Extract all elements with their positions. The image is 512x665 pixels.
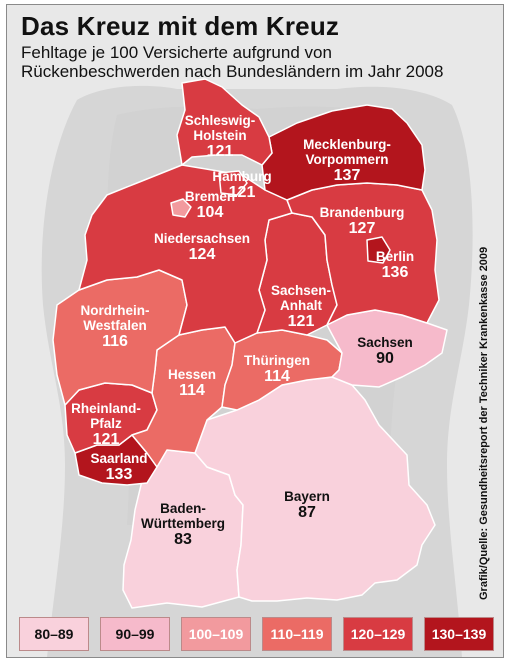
page-subtitle: Fehltage je 100 Versicherte aufgrund von… (21, 43, 444, 81)
state-shape-bremen[interactable] (170, 198, 192, 218)
state-label-bremen[interactable]: Bremen 104 (175, 189, 245, 222)
state-value: 121 (92, 431, 120, 448)
state-name-line: Bremen (184, 189, 236, 204)
state-label-sachsen[interactable]: Sachsen 90 (345, 335, 425, 368)
state-value: 127 (348, 220, 376, 237)
state-label-nordrhein-westfalen[interactable]: Nordrhein- Westfalen 116 (65, 303, 165, 351)
state-name-line: Württemberg (141, 516, 225, 531)
state-name-line: Westfalen (83, 318, 147, 333)
state-value: 104 (196, 204, 224, 221)
color-legend: 80–89 90–99 100–109 110–119 120–129 130–… (19, 617, 497, 651)
state-shape-hamburg[interactable] (218, 170, 248, 196)
state-label-hamburg[interactable]: Hamburg 121 (207, 169, 277, 202)
state-value: 116 (102, 333, 128, 350)
infographic-frame: Das Kreuz mit dem Kreuz Fehltage je 100 … (6, 4, 504, 658)
state-name-line: Mecklenburg- (303, 137, 391, 152)
legend-item: 80–89 (19, 617, 89, 651)
germany-map (41, 78, 473, 657)
state-name-line: Pfalz (90, 416, 122, 431)
legend-item: 130–139 (424, 617, 494, 651)
state-label-brandenburg[interactable]: Brandenburg 127 (312, 205, 412, 238)
state-name-line: Sachsen (357, 335, 413, 350)
state-value: 137 (333, 167, 361, 184)
state-name-line: Rheinland- (71, 401, 141, 416)
state-label-hessen[interactable]: Hessen 114 (155, 367, 229, 400)
state-name-line: Vorpommern (305, 152, 389, 167)
state-value: 87 (298, 504, 316, 521)
state-value: 114 (179, 382, 205, 399)
state-name-line: Thüringen (244, 353, 310, 368)
state-value: 90 (376, 350, 394, 367)
state-value: 133 (105, 466, 133, 483)
state-name-line: Sachsen- (270, 283, 332, 298)
state-value: 114 (264, 368, 290, 385)
state-label-rheinland-pfalz[interactable]: Rheinland- Pfalz 121 (61, 401, 151, 449)
state-label-schleswig-holstein[interactable]: Schleswig- Holstein 121 (175, 113, 265, 161)
state-name-line: Hamburg (212, 169, 272, 184)
state-name-line: Brandenburg (319, 205, 405, 220)
state-label-thueringen[interactable]: Thüringen 114 (237, 353, 317, 386)
legend-item: 110–119 (262, 617, 332, 651)
state-value: 121 (228, 184, 256, 201)
state-name-line: Hessen (167, 367, 217, 382)
state-value: 124 (188, 246, 216, 263)
state-label-berlin[interactable]: Berlin 136 (365, 249, 425, 282)
state-label-mecklenburg-vorpommern[interactable]: Mecklenburg- Vorpommern 137 (287, 137, 407, 185)
state-value: 83 (174, 531, 192, 548)
state-name-line: Saarland (90, 451, 148, 466)
page-title: Das Kreuz mit dem Kreuz (21, 11, 340, 41)
state-shape-schleswig-holstein[interactable] (176, 78, 273, 166)
state-shape-mecklenburg-vorpommern[interactable] (261, 104, 426, 201)
state-value: 121 (287, 313, 315, 330)
state-name-line: Baden- (160, 501, 206, 516)
state-name-line: Nordrhein- (80, 303, 150, 318)
state-label-sachsen-anhalt[interactable]: Sachsen- Anhalt 121 (259, 283, 343, 331)
state-name-line: Bayern (284, 489, 330, 504)
state-name-line: Anhalt (280, 298, 322, 313)
state-value: 136 (381, 264, 409, 281)
state-label-baden-wuerttemberg[interactable]: Baden- Württemberg 83 (135, 501, 231, 549)
state-value: 121 (206, 143, 234, 160)
legend-item: 120–129 (343, 617, 413, 651)
source-note: Grafik/Quelle: Gesundheitsreport der Tec… (478, 246, 490, 600)
legend-item: 90–99 (100, 617, 170, 651)
state-shape-berlin[interactable] (366, 236, 391, 264)
state-name-line: Schleswig- (184, 113, 256, 128)
state-label-saarland[interactable]: Saarland 133 (79, 451, 159, 484)
legend-item: 100–109 (181, 617, 251, 651)
state-label-niedersachsen[interactable]: Niedersachsen 124 (147, 231, 257, 264)
state-name-line: Holstein (193, 128, 247, 143)
state-shape-niedersachsen[interactable] (78, 164, 293, 344)
state-name-line: Niedersachsen (153, 231, 251, 246)
state-name-line: Berlin (375, 249, 415, 264)
state-label-bayern[interactable]: Bayern 87 (267, 489, 347, 522)
